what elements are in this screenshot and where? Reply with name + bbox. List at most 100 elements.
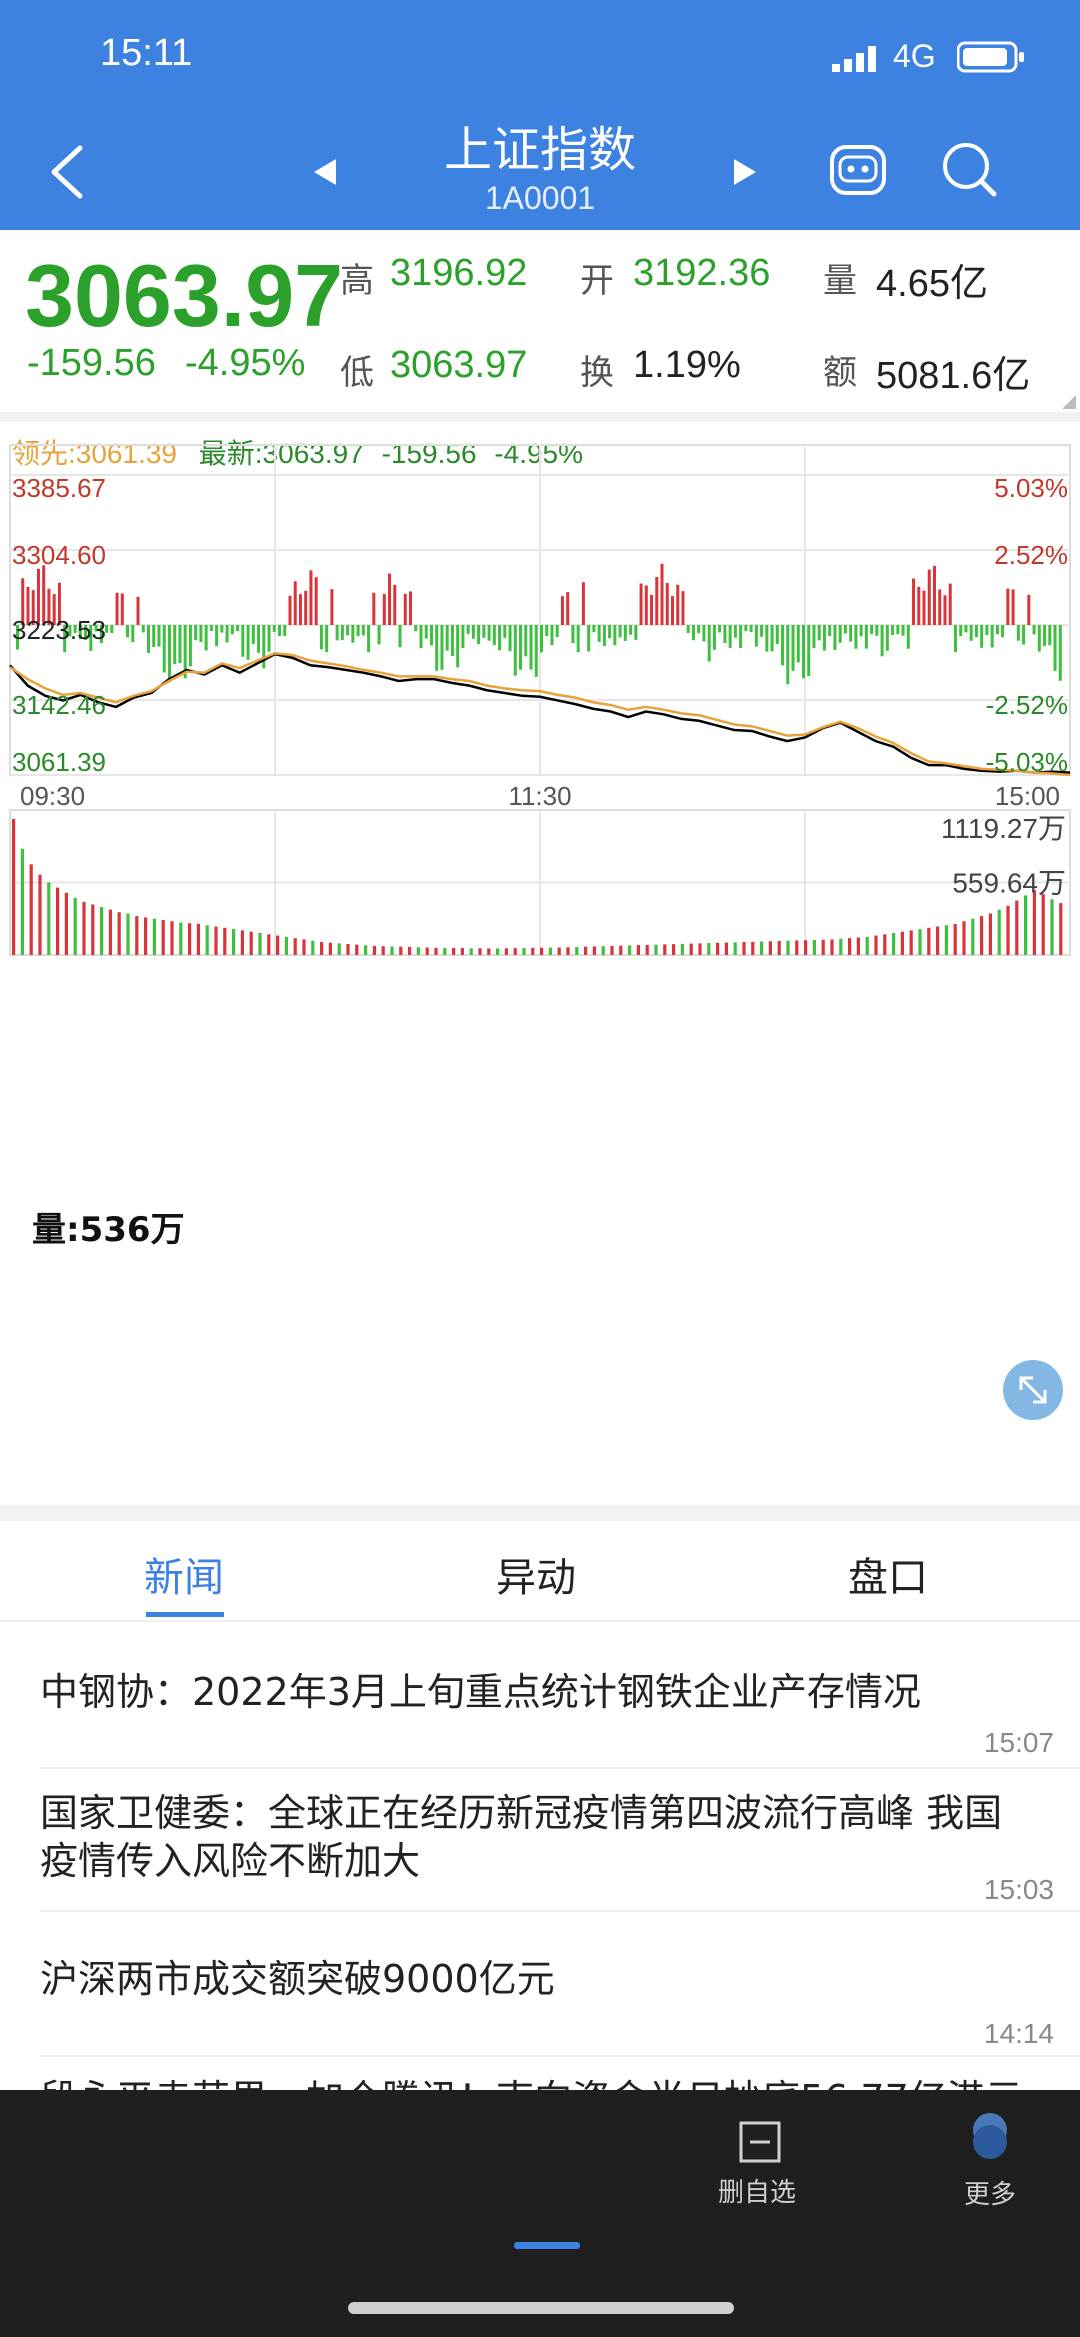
volume-bar [830,939,834,955]
volume-bar [100,907,104,955]
volume-bar [73,897,77,955]
delete-favorite-button[interactable]: 删自选 [700,2120,820,2210]
change-bar [503,625,507,638]
change-bar [456,625,460,668]
volume-bar [592,946,596,955]
y-axis-right-label: 2.52% [994,540,1068,570]
home-indicator[interactable] [348,2302,734,2314]
change-bar [540,625,543,653]
volume-bar [707,943,711,955]
change-bar [770,625,774,652]
volume-bar [135,916,139,955]
volume-bar [284,936,288,955]
tab-news[interactable]: 新闻 [144,1555,224,1601]
change-bar [671,596,674,625]
change-bar [545,625,549,637]
volume-bar [355,944,359,955]
change-bar [57,582,61,625]
expand-arrows-icon [1019,1376,1047,1404]
news-item-title[interactable]: 沪深两市成交额突破9000亿元 [40,1957,555,2001]
change-bar [445,625,449,651]
expand-corner-icon[interactable] [1062,394,1076,409]
active-tab-indicator [146,1612,224,1617]
volume-bar [680,943,684,955]
change-bar [560,596,564,625]
back-button[interactable] [46,142,90,202]
volume-bar [777,941,781,955]
change-bar [550,625,554,646]
triangle-right-icon [734,159,756,185]
volume-bar [654,944,658,955]
change-bar [450,625,454,656]
more-icon [973,2113,1007,2159]
change-bar [293,581,297,625]
change-bar [21,578,25,625]
tab-order-book[interactable]: 盘口 [848,1555,928,1601]
volume-bar [1041,894,1045,955]
lead-value: 领先:3061.39 [12,438,177,469]
change-bar [31,590,35,625]
volume-bar [161,920,165,955]
change-bar [529,625,533,670]
latest-pct: -4.95% [494,438,584,469]
y-axis-left-label: 3223.53 [12,615,106,645]
more-label: 更多 [964,2180,1017,2210]
next-index-button[interactable] [730,157,760,187]
volume-axis-label: 559.64万 [952,868,1066,899]
volume-bar [91,904,95,955]
change-bar [419,625,423,649]
change-bar [943,595,947,625]
robot-assistant-button[interactable] [828,143,888,199]
change-bar [330,589,334,625]
volume-bar [619,945,623,955]
volume-bar [663,944,667,955]
change-bar [251,625,255,645]
change-bar [896,625,900,634]
change-bar [859,625,863,637]
change-bar [398,625,402,648]
change-bar [691,625,695,641]
volume-chart-label: 量:536万 [32,1210,185,1250]
change-bar [712,625,716,650]
volume-bar [64,892,68,955]
volume-bar [760,941,764,955]
fullscreen-button[interactable] [1003,1360,1063,1420]
change-bar [519,625,523,670]
intraday-chart[interactable]: 3385.67 3304.60 3223.53 3142.46 3061.39 5.03%… [0,420,1080,1420]
change-bar [110,625,114,634]
amount-value: 5081.6亿 [876,355,1031,397]
change-bar [613,625,617,646]
tab-movements[interactable]: 异动 [496,1555,576,1601]
change-bar [267,625,271,652]
change-bar [697,625,701,634]
volume-bar [399,946,403,955]
news-item-title[interactable]: 中钢协：2022年3月上旬重点统计钢铁企业产存情况 [40,1670,921,1714]
change-bar [89,625,93,652]
change-bar [1022,625,1026,645]
volume-bar [126,913,130,955]
volume-bar [205,925,209,955]
news-item-title[interactable]: 国家卫健委：全球正在经历新冠疫情第四波流行高峰 我国疫情传入风险不断加大 [40,1791,1003,1883]
prev-index-button[interactable] [310,157,340,187]
change-bar [487,625,491,641]
change-bar [309,570,313,625]
x-axis-label: 09:30 [20,781,85,811]
change-bar [498,625,502,651]
search-icon [943,143,997,197]
news-item-time: 14:14 [983,2018,1054,2049]
volume-bar [610,945,614,955]
change-bar [534,625,538,677]
volume-bar [337,943,341,955]
amount-label: 额 [823,353,857,393]
volume-bar [953,923,957,955]
volume-bar [716,942,720,955]
change-bar [162,625,166,673]
more-button[interactable]: 更多 [950,2112,1030,2212]
news-separator [40,2055,1080,2057]
volume-bar [452,948,456,955]
change-bar [471,625,475,639]
change-bar [492,625,496,646]
change-bar [136,596,140,625]
y-axis-right-label: -5.03% [986,747,1068,777]
search-button[interactable] [940,140,1000,200]
